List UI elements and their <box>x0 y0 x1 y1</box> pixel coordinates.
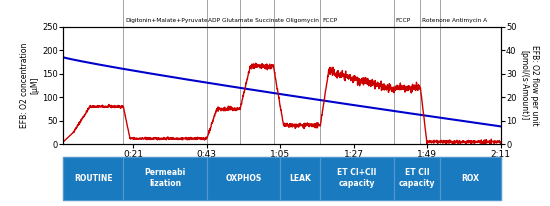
Bar <box>441 157 500 200</box>
Text: ROX: ROX <box>461 174 480 183</box>
Bar <box>63 157 123 200</box>
Text: OXPHOS: OXPHOS <box>226 174 262 183</box>
Y-axis label: EFB: O2 flow per unit
[pmol/(s·Amount)]: EFB: O2 flow per unit [pmol/(s·Amount)] <box>519 45 539 126</box>
Text: ADP Glutamate Succinate Oligomycin: ADP Glutamate Succinate Oligomycin <box>208 18 320 23</box>
Bar <box>394 157 441 200</box>
Text: Permeabi
lization: Permeabi lization <box>145 169 186 188</box>
Y-axis label: EFB: O2 concentration
[µM]: EFB: O2 concentration [µM] <box>20 43 39 128</box>
Bar <box>123 157 207 200</box>
Text: LEAK: LEAK <box>289 174 311 183</box>
Bar <box>320 157 394 200</box>
Text: ET CI+CII
capacity: ET CI+CII capacity <box>337 169 377 188</box>
Text: FCCP: FCCP <box>322 18 337 23</box>
Text: Digitonin+Malate+Pyruvate: Digitonin+Malate+Pyruvate <box>125 18 207 23</box>
Text: ET CII
capacity: ET CII capacity <box>399 169 435 188</box>
Text: ROUTINE: ROUTINE <box>74 174 113 183</box>
Bar <box>207 157 280 200</box>
Text: FCCP: FCCP <box>395 18 411 23</box>
Text: Rotenone Antimycin A: Rotenone Antimycin A <box>422 18 487 23</box>
Bar <box>280 157 320 200</box>
